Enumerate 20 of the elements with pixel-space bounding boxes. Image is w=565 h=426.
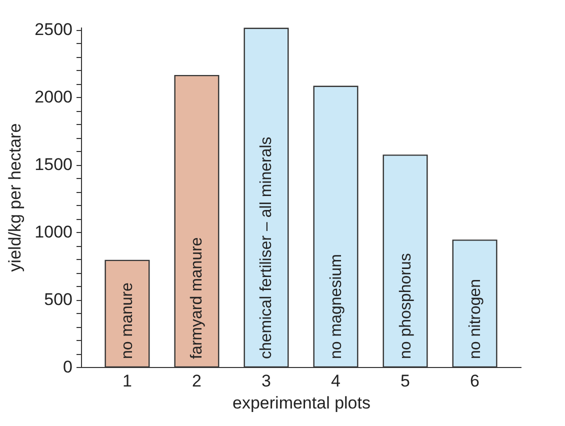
y-tick-label: 500 xyxy=(44,290,72,310)
y-tick-label: 1000 xyxy=(34,222,72,242)
y-tick-label: 1500 xyxy=(34,155,72,174)
x-tick-label: 5 xyxy=(400,372,410,390)
x-tick-label: 1 xyxy=(122,372,132,390)
annotation: no manure xyxy=(119,282,136,359)
y-tick-label: 2000 xyxy=(34,88,72,107)
x-axis-title: experimental plots xyxy=(232,394,370,412)
x-tick-label: 4 xyxy=(331,372,340,390)
x-tick-label: 3 xyxy=(262,372,271,390)
y-axis-title: yield/kg per hectare xyxy=(6,123,25,272)
annotation: no phosphorus xyxy=(397,253,414,359)
x-tick-label: 6 xyxy=(470,372,480,390)
annotation: chemical fertiliser – all minerals xyxy=(258,136,276,359)
annotation: no nitrogen xyxy=(466,278,484,359)
annotation: no magnesium xyxy=(328,254,345,359)
y-tick-label: 2500 xyxy=(34,20,72,40)
x-tick-label: 2 xyxy=(192,372,202,390)
y-tick-label: 0 xyxy=(63,358,72,376)
annotation: farmyard manure xyxy=(188,237,206,359)
